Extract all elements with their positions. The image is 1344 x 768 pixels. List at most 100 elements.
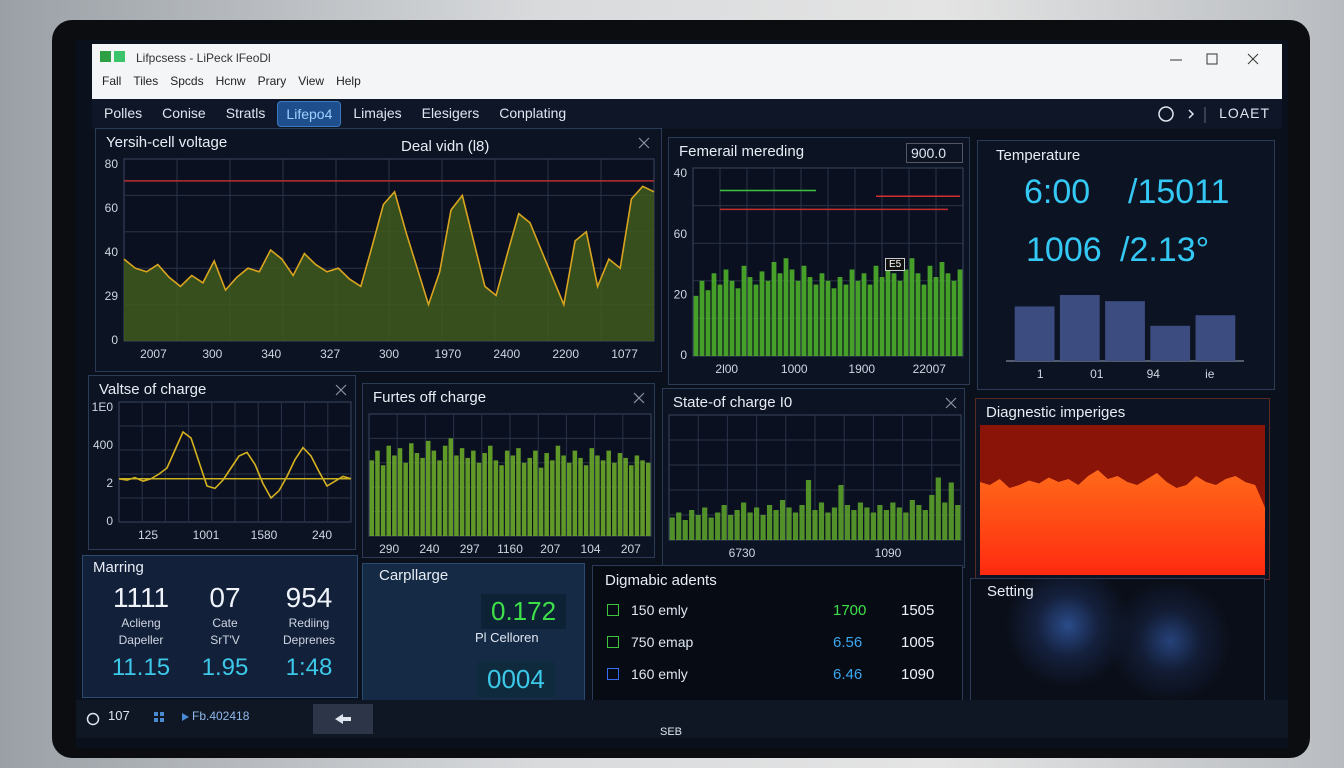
x-tick-label: 297 <box>460 542 480 556</box>
bar <box>566 462 572 536</box>
bar <box>922 510 928 540</box>
bar <box>864 507 870 540</box>
bar <box>786 507 792 540</box>
bar <box>717 284 723 356</box>
x-tick-label: 1000 <box>781 362 808 376</box>
y-tick-label: 2 <box>106 476 113 490</box>
carp-value: 0.172 <box>481 594 567 629</box>
status-icons[interactable] <box>154 710 194 726</box>
carp-label: Pl Celloren <box>475 630 539 645</box>
bar <box>437 460 442 536</box>
panel-subtitle: Deal vidn (l8) <box>401 138 490 155</box>
x-tick-label: 240 <box>312 528 332 542</box>
panel-title: Valtse of charge <box>99 381 207 398</box>
reading: 1006 <box>1026 231 1102 269</box>
bar <box>812 510 818 540</box>
status-center[interactable]: SEB <box>660 726 683 738</box>
bar <box>753 284 759 356</box>
bar <box>369 460 375 536</box>
y-tick-label: 29 <box>105 289 119 303</box>
alert-value: 1090 <box>901 666 935 683</box>
bar <box>555 445 561 536</box>
menu-item[interactable]: Hcnw <box>215 74 246 88</box>
bar <box>721 505 727 540</box>
alert-name: 160 emly <box>631 666 688 682</box>
charge-panel: Valtse of charge 1E0 400 2 0 125 1001 1580 240 <box>88 375 356 550</box>
tab[interactable]: Limajes <box>353 105 402 121</box>
bar <box>1059 295 1100 361</box>
bar <box>915 273 921 356</box>
window-controls[interactable] <box>1162 52 1272 68</box>
plot: 1E0 400 2 0 125 1001 1580 240 <box>92 384 352 542</box>
menu-item[interactable]: Spcds <box>170 74 204 88</box>
x-tick-label: 327 <box>320 347 340 361</box>
back-button[interactable] <box>313 704 373 734</box>
femerail-panel: Femerail mereding 900.0 E5 40 60 20 0 2l00 10… <box>668 137 970 385</box>
menu-item[interactable]: Prary <box>257 74 287 88</box>
bar <box>897 280 903 356</box>
bar <box>669 517 675 540</box>
bar <box>1195 315 1236 361</box>
bar <box>765 280 771 356</box>
x-tick-label: 22007 <box>913 362 947 376</box>
bar <box>948 482 954 540</box>
menu-item[interactable]: View <box>298 74 325 88</box>
x-tick-label: 1580 <box>251 528 278 542</box>
bar <box>645 462 651 536</box>
bar <box>795 280 801 356</box>
tab[interactable]: Stratls <box>225 105 266 121</box>
close-icon[interactable] <box>633 392 645 404</box>
bar <box>813 284 819 356</box>
load-button[interactable]: LOAET <box>1219 105 1270 121</box>
tab[interactable]: Conise <box>162 105 206 121</box>
bar <box>903 269 909 356</box>
bar <box>843 284 849 356</box>
bar <box>890 502 896 540</box>
bar <box>550 460 555 536</box>
line <box>123 185 655 308</box>
y-tick-label: 60 <box>674 227 688 241</box>
panel-title: Diagnestic imperiges <box>986 404 1126 421</box>
bar <box>825 280 831 356</box>
panel-title: Digmabic adents <box>605 572 717 589</box>
close-icon[interactable] <box>945 397 957 409</box>
tab[interactable]: Elesigers <box>421 105 480 121</box>
x-tick-label: 2007 <box>140 347 167 361</box>
y-tick-label: 0 <box>106 514 113 528</box>
tab-bar: Polles Conise Stratls Lifepo4 Limajes Elesige… <box>92 99 1282 129</box>
bar <box>807 277 813 356</box>
bar <box>838 485 844 540</box>
bar <box>1014 306 1055 361</box>
bar <box>955 505 961 540</box>
tab[interactable]: Conplating <box>499 105 567 121</box>
bar <box>896 507 902 540</box>
bar <box>448 438 454 536</box>
x-tick-label: 1160 <box>497 542 523 556</box>
bar <box>805 480 812 540</box>
menu-item[interactable]: Tiles <box>133 74 159 88</box>
menu-item[interactable]: Fall <box>102 74 122 88</box>
bar <box>600 460 606 536</box>
x-tick-label: 6730 <box>729 546 756 560</box>
stat-sub: 11.15 <box>111 654 171 681</box>
tab[interactable]: Lifepo4 <box>277 101 342 127</box>
close-icon[interactable] <box>335 384 347 396</box>
bar <box>728 515 734 540</box>
bar <box>825 512 831 540</box>
bar <box>945 273 951 356</box>
bar <box>777 273 783 356</box>
menu-item[interactable]: Help <box>336 74 361 88</box>
bar <box>623 457 628 536</box>
bar <box>801 265 807 356</box>
close-icon[interactable] <box>638 137 650 149</box>
plot: 80 60 40 29 0 2007 300 340 327 300 1970 2400 2200 107… <box>105 137 655 361</box>
status-file: Fb.402418 <box>192 709 250 723</box>
toolbar-icons[interactable] <box>1157 105 1207 125</box>
bar <box>699 280 705 356</box>
tab[interactable]: Polles <box>104 105 143 121</box>
badge: 900.0 <box>905 143 963 163</box>
stat-label: Cate <box>212 616 238 630</box>
x-tick-label: 94 <box>1147 367 1161 381</box>
